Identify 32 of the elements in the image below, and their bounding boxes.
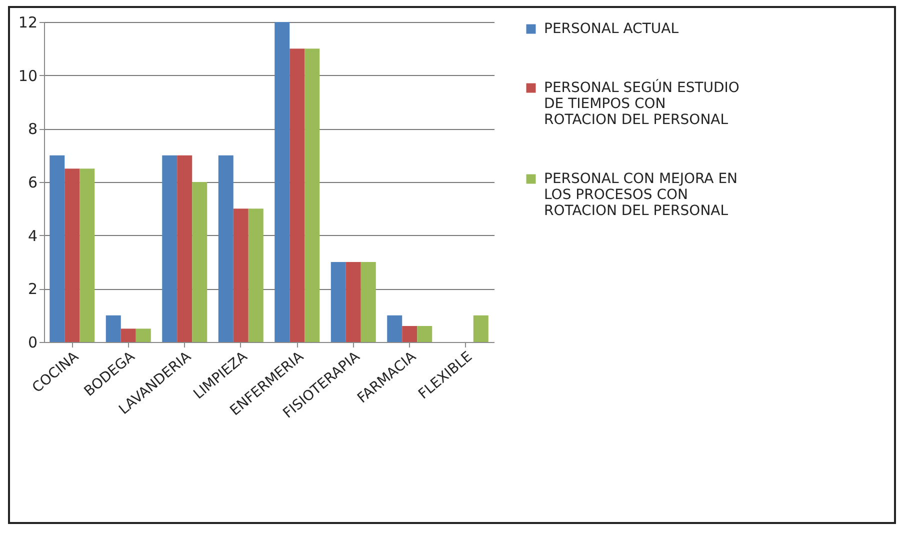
- legend-label: PERSONAL ACTUAL: [544, 21, 679, 37]
- legend-label: PERSONAL SEGÚN ESTUDIO DE TIEMPOS CON ROTACION DEL PERSONAL: [544, 79, 740, 128]
- bar: [417, 326, 432, 342]
- bar: [473, 315, 488, 342]
- y-tick-label: 6: [28, 174, 38, 192]
- bar: [360, 262, 376, 342]
- y-tick-label: 8: [28, 120, 38, 138]
- bar: [274, 22, 290, 342]
- bar: [50, 155, 65, 342]
- bar: [233, 208, 248, 342]
- y-tick-label: 0: [28, 334, 38, 352]
- legend-label: PERSONAL CON MEJORA EN LOS PROCESOS CON ROTACION DEL PERSONAL: [544, 171, 738, 219]
- bar: [346, 262, 361, 342]
- bar: [136, 328, 151, 342]
- bar: [402, 326, 418, 342]
- bar: [80, 168, 95, 342]
- y-tick-label: 10: [18, 66, 38, 85]
- y-tick-label: 4: [28, 226, 38, 245]
- bar: [106, 315, 121, 342]
- bar: [290, 48, 305, 342]
- bar: [330, 262, 346, 342]
- bar: [387, 315, 402, 342]
- bar: [304, 48, 320, 342]
- bar: [248, 208, 264, 342]
- y-tick-label: 2: [28, 280, 38, 298]
- bar: [192, 182, 208, 342]
- bar: [177, 155, 192, 342]
- bar: [64, 168, 80, 342]
- y-tick-label: 12: [18, 14, 38, 32]
- bar: [218, 155, 234, 342]
- bar: [162, 155, 178, 342]
- bar: [120, 328, 136, 342]
